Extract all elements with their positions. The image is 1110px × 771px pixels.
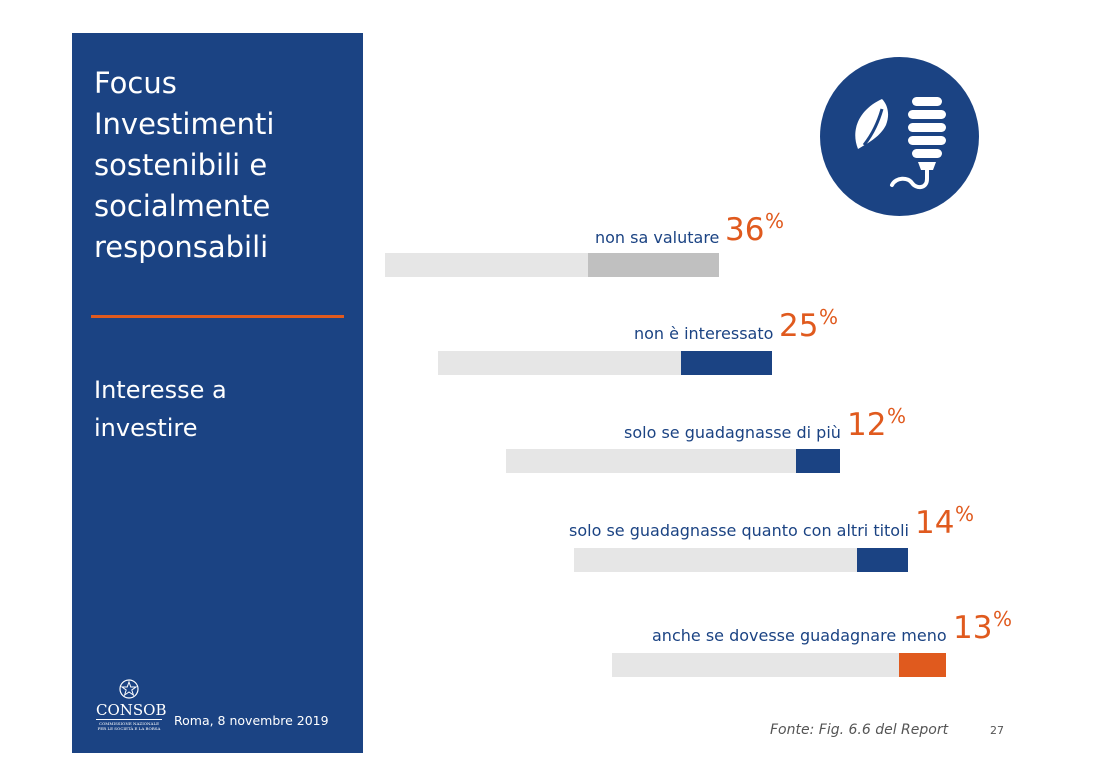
value-unit-label: % bbox=[819, 305, 839, 329]
page-number: 27 bbox=[990, 724, 1004, 737]
slide-subtitle: Interesse a investire bbox=[94, 371, 344, 447]
bar-value bbox=[898, 653, 946, 677]
slide-title: Focus Investimenti sostenibili e socialm… bbox=[94, 63, 354, 268]
value-unit-label: % bbox=[993, 607, 1013, 631]
leaf-bulb-icon bbox=[820, 57, 979, 216]
dateline: Roma, 8 novembre 2019 bbox=[174, 713, 329, 728]
title-line: socialmente bbox=[94, 189, 271, 223]
value-unit-label: % bbox=[765, 209, 785, 233]
bar-value bbox=[856, 548, 908, 572]
title-line: Investimenti bbox=[94, 107, 275, 141]
logo-wordmark: CONSOB bbox=[96, 701, 167, 720]
category-label: non sa valutare bbox=[595, 228, 720, 247]
value-unit-label: % bbox=[887, 404, 907, 428]
value-label: 12 bbox=[847, 407, 887, 443]
source-note: Fonte: Fig. 6.6 del Report bbox=[770, 722, 949, 738]
category-label: solo se guadagnasse di più bbox=[624, 423, 841, 442]
italian-emblem-icon bbox=[119, 679, 139, 699]
title-line: responsabili bbox=[94, 230, 269, 264]
value-label: 14 bbox=[915, 505, 955, 541]
title-line: sostenibili e bbox=[94, 148, 268, 182]
value-label: 36 bbox=[725, 212, 765, 248]
sidebar-panel: Focus Investimenti sostenibili e socialm… bbox=[72, 33, 363, 753]
subtitle-line: investire bbox=[94, 414, 198, 442]
value-label: 13 bbox=[953, 610, 993, 646]
bar-track bbox=[574, 548, 908, 572]
bar-track bbox=[612, 653, 946, 677]
subtitle-line: Interesse a bbox=[94, 376, 227, 404]
category-label: anche se dovesse guadagnare meno bbox=[652, 626, 947, 645]
consob-logo: CONSOB COMMISSIONE NAZIONALE PER LE SOCI… bbox=[96, 678, 167, 738]
bar-value bbox=[680, 351, 772, 375]
value-label: 25 bbox=[779, 308, 819, 344]
bar-value bbox=[796, 449, 840, 473]
category-label: solo se guadagnasse quanto con altri tit… bbox=[569, 521, 909, 540]
category-label: non è interessato bbox=[634, 324, 774, 343]
bar-value bbox=[587, 253, 719, 277]
title-line: Focus bbox=[94, 66, 177, 100]
logo-subtext: COMMISSIONE NAZIONALE PER LE SOCIETÀ E L… bbox=[97, 721, 161, 731]
bar-track bbox=[506, 449, 840, 473]
title-divider bbox=[91, 315, 344, 318]
value-unit-label: % bbox=[955, 502, 975, 526]
